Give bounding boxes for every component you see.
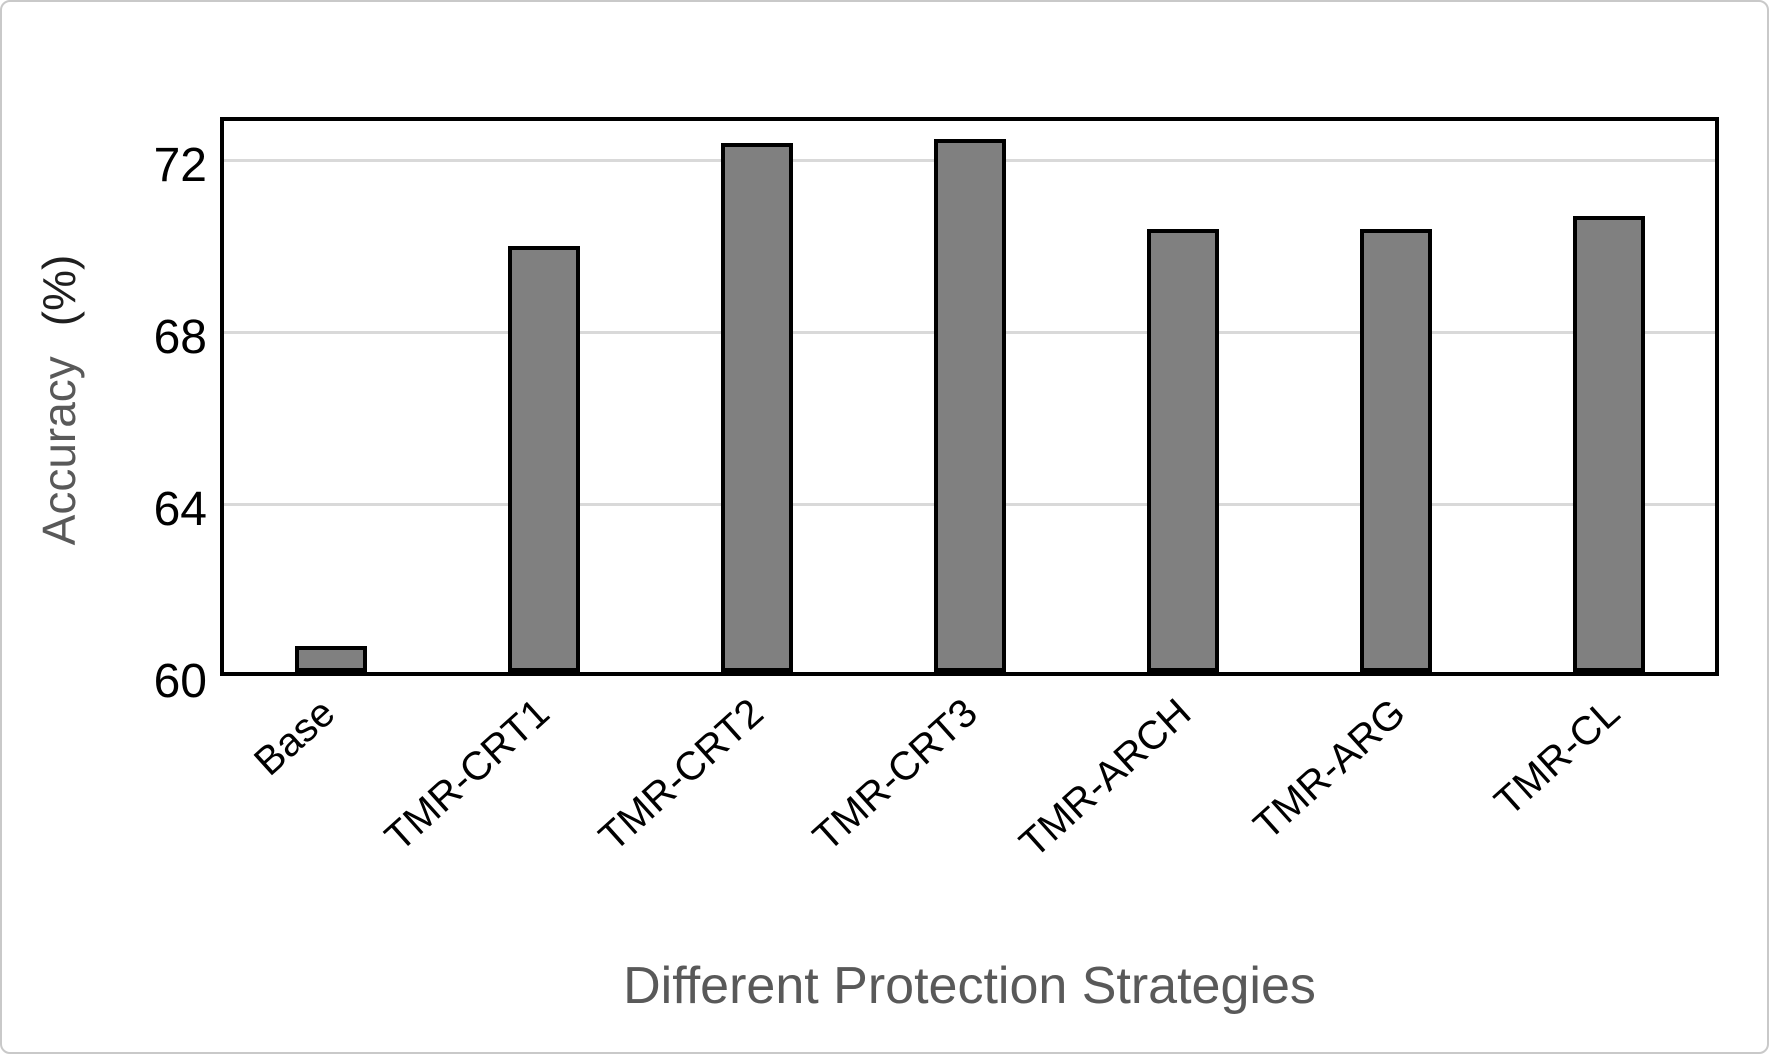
bar-TMR-CRT1: [507, 246, 580, 672]
x-axis-title: Different Protection Strategies: [623, 957, 1316, 1015]
y-axis-unit-label: (%): [33, 254, 85, 327]
x-tick-label-TMR-ARG: TMR-ARG: [1245, 690, 1414, 849]
y-axis-title-text: Accuracy: [33, 356, 85, 546]
bar-Base: [294, 646, 367, 672]
bar-slot-TMR-CRT1: [437, 121, 650, 672]
y-tick-label-64: 64: [153, 483, 207, 536]
y-tick-label-68: 68: [153, 311, 207, 364]
bars-layer: [224, 121, 1715, 672]
x-tick-label-Base: Base: [245, 690, 344, 785]
bar-slot-TMR-ARG: [1289, 121, 1502, 672]
bar-slot-TMR-CRT3: [863, 121, 1076, 672]
x-tick-label-TMR-CRT1: TMR-CRT1: [376, 690, 558, 860]
x-tick-label-TMR-ARCH: TMR-ARCH: [1011, 690, 1200, 866]
x-tick-label-TMR-CL: TMR-CL: [1486, 690, 1629, 825]
bar-TMR-CRT2: [720, 143, 793, 672]
bar-TMR-ARG: [1359, 229, 1432, 672]
bar-slot-TMR-CL: [1502, 121, 1715, 672]
bar-TMR-ARCH: [1146, 229, 1219, 672]
x-tick-label-TMR-CRT2: TMR-CRT2: [590, 690, 772, 860]
y-tick-label-72: 72: [153, 139, 207, 192]
y-axis-title: Accuracy (%): [33, 254, 85, 546]
bar-TMR-CL: [1572, 216, 1645, 672]
bar-slot-TMR-ARCH: [1076, 121, 1289, 672]
bar-slot-TMR-CRT2: [650, 121, 863, 672]
bar-TMR-CRT3: [933, 138, 1006, 672]
x-tick-label-TMR-CRT3: TMR-CRT3: [804, 690, 986, 860]
y-tick-label-60: 60: [153, 655, 207, 708]
plot-area: [220, 117, 1719, 676]
bar-slot-Base: [224, 121, 437, 672]
